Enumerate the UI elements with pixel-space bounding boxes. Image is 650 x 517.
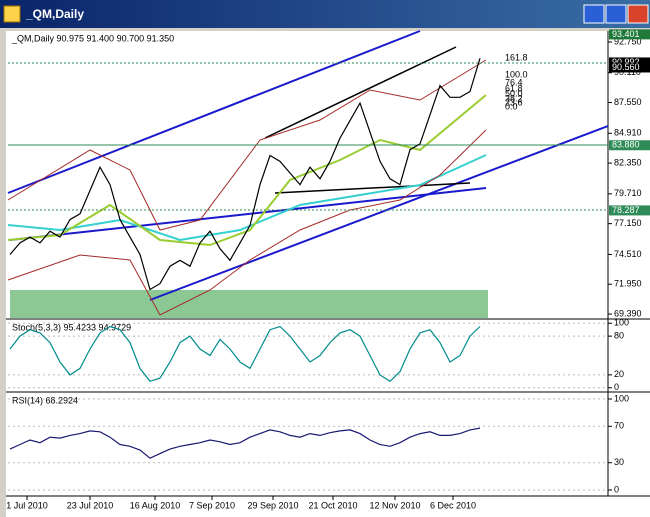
x-tick-label: 7 Sep 2010 xyxy=(189,500,235,510)
y-tick-label: 74.510 xyxy=(614,249,642,259)
price-marker-label: 90.992 xyxy=(612,57,640,67)
price-marker xyxy=(609,62,650,73)
fib-label: 0.0 xyxy=(505,101,518,111)
channel-line xyxy=(7,30,421,194)
fib-label: 76.4 xyxy=(505,77,523,87)
x-tick-label: 16 Aug 2010 xyxy=(130,500,181,510)
y-tick-label: 100 xyxy=(614,318,629,328)
fib-label: 161.8 xyxy=(505,52,528,62)
y-tick-label: 0 xyxy=(614,382,619,392)
trend-line xyxy=(9,187,487,241)
rsi-line xyxy=(9,427,481,459)
y-tick-label: 84.910 xyxy=(614,128,642,138)
x-tick-label: 6 Dec 2010 xyxy=(430,500,476,510)
price-marker-label: 93.401 xyxy=(612,29,640,39)
app-icon xyxy=(3,5,21,23)
price-marker xyxy=(609,205,650,216)
y-tick-label: 92.750 xyxy=(614,36,642,46)
y-tick-label: 79.710 xyxy=(614,188,642,198)
x-tick-label: 21 Oct 2010 xyxy=(308,500,357,510)
y-tick-label: 69.390 xyxy=(614,308,642,318)
main-header: _QM,Daily 90.975 91.400 90.700 91.350 xyxy=(11,33,174,43)
y-tick-label: 20 xyxy=(614,369,624,379)
moving-average xyxy=(7,154,487,242)
fib-label: 61.8 xyxy=(505,83,523,93)
volume-area xyxy=(10,290,488,318)
y-tick-label: 80 xyxy=(614,331,624,341)
price-marker-label: 78.287 xyxy=(612,205,640,215)
y-tick-label: 100 xyxy=(614,393,629,403)
moving-average xyxy=(7,94,487,247)
y-tick-label: 70 xyxy=(614,421,624,431)
rsi-header: RSI(14) 68.2924 xyxy=(12,395,78,405)
price-marker xyxy=(609,57,650,68)
x-tick-label: 1 Jul 2010 xyxy=(6,500,48,510)
fib-label: 38.2 xyxy=(505,93,523,103)
trend-line xyxy=(264,46,457,139)
bollinger-band xyxy=(7,129,487,316)
bollinger-band xyxy=(7,59,487,231)
fib-label: 100.0 xyxy=(505,69,528,79)
trend-line xyxy=(274,182,471,194)
window-title: _QM,Daily xyxy=(25,7,84,21)
x-tick-label: 23 Jul 2010 xyxy=(67,500,114,510)
main-line xyxy=(9,58,481,291)
x-tick-label: 29 Sep 2010 xyxy=(247,500,298,510)
price-marker-label: 83.880 xyxy=(612,140,640,150)
y-tick-label: 82.350 xyxy=(614,157,642,167)
stoch-line xyxy=(9,325,481,383)
price-marker xyxy=(609,140,650,151)
close-button[interactable] xyxy=(627,4,649,24)
title-bar xyxy=(0,0,650,28)
y-tick-label: 71.950 xyxy=(614,279,642,289)
maximize-button[interactable] xyxy=(605,4,627,24)
price-marker-label: 90.560 xyxy=(612,62,640,72)
y-tick-label: 87.550 xyxy=(614,97,642,107)
fib-label: 50.0 xyxy=(505,88,523,98)
y-tick-label: 30 xyxy=(614,457,624,467)
y-tick-label: 77.150 xyxy=(614,218,642,228)
y-tick-label: 0 xyxy=(614,484,619,494)
stoch-header: Stoch(5,3,3) 95.4233 94.9729 xyxy=(12,322,131,332)
channel-line xyxy=(149,125,609,301)
x-tick-label: 12 Nov 2010 xyxy=(369,500,420,510)
price-marker xyxy=(609,29,650,40)
fib-label: 23.6 xyxy=(505,97,523,107)
minimize-button[interactable] xyxy=(583,4,605,24)
chart-area xyxy=(6,31,650,517)
